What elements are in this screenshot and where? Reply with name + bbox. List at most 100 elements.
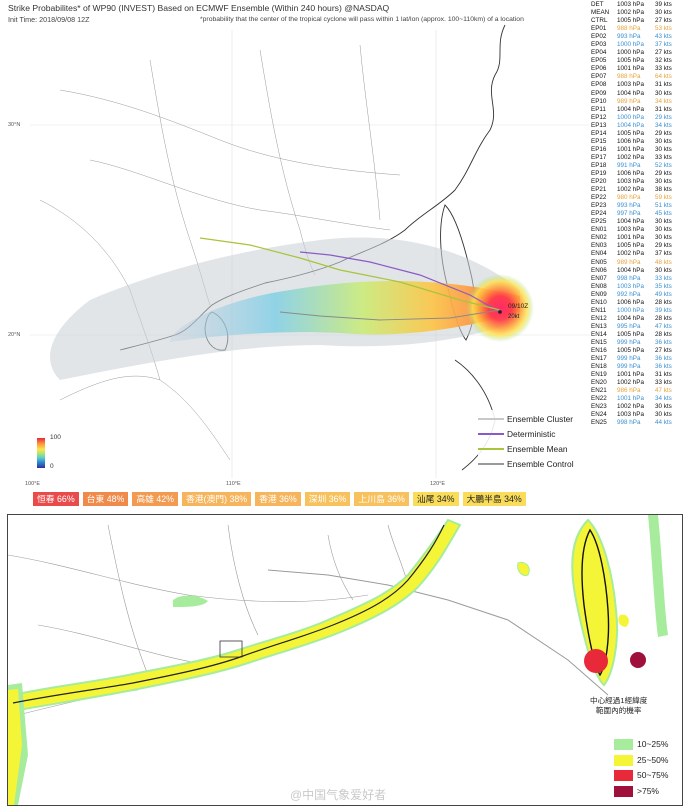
ensemble-row: EP07 988 hPa 64 kts	[591, 73, 689, 81]
probability-zone-legend: 10~25% 25~50% 50~75% >75%	[614, 737, 668, 799]
zone-swatch-75-plus	[614, 785, 633, 797]
ensemble-pressure: 988 hPa	[617, 73, 641, 81]
pearl-river-box	[219, 640, 243, 658]
ensemble-wind: 29 kts	[655, 113, 672, 121]
ensemble-id: EN09	[591, 290, 607, 298]
legend-item-mean: Ensemble Mean	[478, 444, 568, 454]
ensemble-row: EP20 1003 hPa 30 kts	[591, 178, 689, 186]
zone-legend-row-10-25: 10~25%	[614, 737, 668, 753]
ensemble-pressure: 999 hPa	[617, 338, 641, 346]
ensemble-row: EN06 1004 hPa 30 kts	[591, 267, 689, 275]
ensemble-wind: 30 kts	[655, 145, 672, 153]
ensemble-wind: 36 kts	[655, 355, 672, 363]
ensemble-row: EN18 999 hPa 36 kts	[591, 363, 689, 371]
ensemble-wind: 33 kts	[655, 274, 672, 282]
ensemble-id: EN19	[591, 371, 607, 379]
ensemble-row: EP22 980 hPa 59 kts	[591, 194, 689, 202]
ensemble-wind: 30 kts	[655, 178, 672, 186]
ensemble-id: EN01	[591, 226, 607, 234]
ensemble-wind: 28 kts	[655, 314, 672, 322]
zone-swatch-25-50	[614, 754, 633, 766]
ensemble-wind: 33 kts	[655, 65, 672, 73]
ensemble-pressure: 1005 hPa	[617, 129, 644, 137]
ensemble-row: EN25 998 hPa 44 kts	[591, 419, 689, 427]
ensemble-wind: 37 kts	[655, 41, 672, 49]
ensemble-row: EN03 1005 hPa 29 kts	[591, 242, 689, 250]
ensemble-pressure: 1002 hPa	[617, 186, 644, 194]
ensemble-wind: 30 kts	[655, 411, 672, 419]
ensemble-row: EN09 992 hPa 49 kts	[591, 291, 689, 299]
ensemble-id: EN05	[591, 258, 607, 266]
ensemble-pressure: 1002 hPa	[617, 403, 644, 411]
lat-label-20n: 20°N	[8, 332, 21, 338]
ensemble-wind: 34 kts	[655, 395, 672, 403]
taiwan-coastline	[581, 528, 610, 677]
legend-item-deterministic: Deterministic	[478, 429, 555, 439]
ensemble-row: EP14 1005 hPa 29 kts	[591, 130, 689, 138]
source-watermark: @中国气象爱好者	[290, 788, 387, 802]
ensemble-pressure: 998 hPa	[617, 419, 641, 427]
ensemble-id: EN06	[591, 266, 607, 274]
ensemble-wind: 48 kts	[655, 258, 672, 266]
ensemble-pressure: 1005 hPa	[617, 17, 644, 25]
inland-borders	[8, 524, 409, 716]
legend-label-deterministic: Deterministic	[507, 429, 556, 439]
ensemble-id: EN07	[591, 274, 607, 282]
panel-divider	[0, 510, 690, 514]
ensemble-id: EP06	[591, 65, 607, 73]
ensemble-row: MEAN 1002 hPa 30 kts	[591, 9, 689, 17]
ensemble-row: EP11 1004 hPa 31 kts	[591, 106, 689, 114]
legend-label-control: Ensemble Control	[507, 459, 574, 469]
ensemble-row: EN19 1001 hPa 31 kts	[591, 371, 689, 379]
ensemble-wind: 47 kts	[655, 322, 672, 330]
ensemble-id: EP12	[591, 113, 607, 121]
place-probability-chip: 大鵬半島 34%	[462, 492, 526, 506]
ensemble-pressure: 1001 hPa	[617, 371, 644, 379]
ensemble-row: EN16 1005 hPa 27 kts	[591, 347, 689, 355]
annotation-line-2: 範圍內的機率	[595, 706, 642, 715]
strike-probability-map: 09/10Z 20kt	[30, 24, 590, 478]
ensemble-wind: 27 kts	[655, 17, 672, 25]
ensemble-row: EP13 1004 hPa 34 kts	[591, 122, 689, 130]
ensemble-pressure: 998 hPa	[617, 274, 641, 282]
ensemble-row: EP04 1000 hPa 27 kts	[591, 49, 689, 57]
ensemble-wind: 29 kts	[655, 242, 672, 250]
ensemble-wind: 31 kts	[655, 105, 672, 113]
lon-label-120e: 120°E	[430, 481, 446, 487]
ensemble-row: EN11 1000 hPa 39 kts	[591, 307, 689, 315]
ensemble-wind: 37 kts	[655, 250, 672, 258]
ensemble-pressure: 993 hPa	[617, 33, 641, 41]
probability-note: *probability that the center of the trop…	[200, 16, 524, 23]
ensemble-pressure: 1004 hPa	[617, 314, 644, 322]
ensemble-pressure: 1004 hPa	[617, 105, 644, 113]
ensemble-row: EP02 993 hPa 43 kts	[591, 33, 689, 41]
ensemble-row: EP15 1006 hPa 30 kts	[591, 138, 689, 146]
ensemble-wind: 30 kts	[655, 89, 672, 97]
place-probability-chip: 香港(澳門) 38%	[181, 492, 252, 506]
probability-zone-map	[8, 515, 668, 805]
ensemble-pressure: 992 hPa	[617, 290, 641, 298]
ensemble-pressure: 1005 hPa	[617, 347, 644, 355]
ensemble-wind: 31 kts	[655, 81, 672, 89]
ensemble-id: EN04	[591, 250, 607, 258]
place-probability-chip: 上川島 36%	[354, 492, 409, 506]
ensemble-id: EP09	[591, 89, 607, 97]
ensemble-pressure: 1005 hPa	[617, 242, 644, 250]
ensemble-row: EP23 993 hPa 51 kts	[591, 202, 689, 210]
ensemble-id: EP15	[591, 137, 607, 145]
ensemble-wind: 36 kts	[655, 363, 672, 371]
ensemble-row: EP12 1000 hPa 29 kts	[591, 114, 689, 122]
ensemble-id: EN15	[591, 338, 607, 346]
ensemble-wind: 30 kts	[655, 137, 672, 145]
ensemble-wind: 29 kts	[655, 129, 672, 137]
ensemble-pressure: 1006 hPa	[617, 298, 644, 306]
zone-label-25-50: 25~50%	[637, 754, 669, 765]
ensemble-row: EN21 986 hPa 47 kts	[591, 387, 689, 395]
ensemble-wind: 27 kts	[655, 347, 672, 355]
ensemble-mean-track	[199, 237, 501, 311]
ensemble-wind: 38 kts	[655, 186, 672, 194]
ensemble-wind: 39 kts	[655, 1, 672, 8]
ensemble-id: EN20	[591, 379, 607, 387]
ensemble-wind: 30 kts	[655, 226, 672, 234]
ensemble-id: EN10	[591, 298, 607, 306]
